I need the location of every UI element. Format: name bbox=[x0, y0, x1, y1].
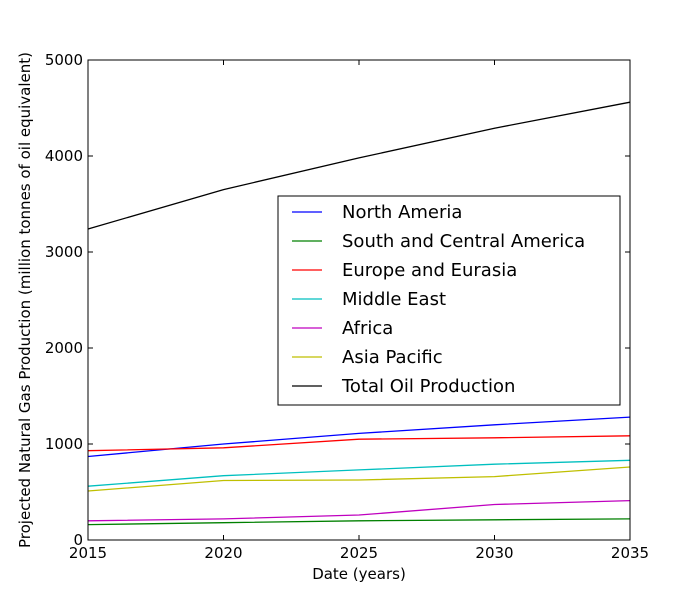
y-tick-label: 2000 bbox=[45, 339, 83, 357]
series-line-4 bbox=[87, 499, 631, 522]
series-line-1 bbox=[87, 518, 631, 526]
series-line-5 bbox=[87, 466, 631, 492]
legend-label-4: Africa bbox=[342, 318, 393, 339]
x-tick-label: 2035 bbox=[611, 544, 649, 562]
series-line-3 bbox=[87, 459, 631, 487]
legend-label-2: Europe and Eurasia bbox=[342, 260, 517, 281]
x-tick-label: 2030 bbox=[475, 544, 513, 562]
x-tick-label: 2020 bbox=[204, 544, 242, 562]
legend-box bbox=[277, 195, 621, 406]
x-tick-label: 2025 bbox=[340, 544, 378, 562]
y-tick-label: 3000 bbox=[45, 243, 83, 261]
x-axis-label: Date (years) bbox=[312, 565, 406, 583]
series-layer bbox=[87, 101, 631, 526]
axis-ticks: 2015 2020 2025 2030 2035 0 1000 2000 3000 4000 500… bbox=[45, 51, 649, 562]
series-line-2 bbox=[87, 435, 631, 452]
y-tick-label: 0 bbox=[73, 531, 83, 549]
legend-label-5: Asia Pacific bbox=[342, 347, 443, 368]
y-axis-label: Projected Natural Gas Production (millio… bbox=[16, 52, 34, 548]
y-tick-label: 4000 bbox=[45, 147, 83, 165]
legend-label-6: Total Oil Production bbox=[341, 376, 515, 397]
x-tick-label: 2015 bbox=[69, 544, 107, 562]
legend-label-0: North Ameria bbox=[342, 202, 462, 223]
legend-label-3: Middle East bbox=[342, 289, 446, 310]
legend-label-1: South and Central America bbox=[342, 231, 585, 252]
y-tick-label: 5000 bbox=[45, 51, 83, 69]
series-line-6 bbox=[87, 101, 631, 230]
legend: North Ameria South and Central America Eur… bbox=[277, 195, 621, 406]
y-tick-label: 1000 bbox=[45, 435, 83, 453]
